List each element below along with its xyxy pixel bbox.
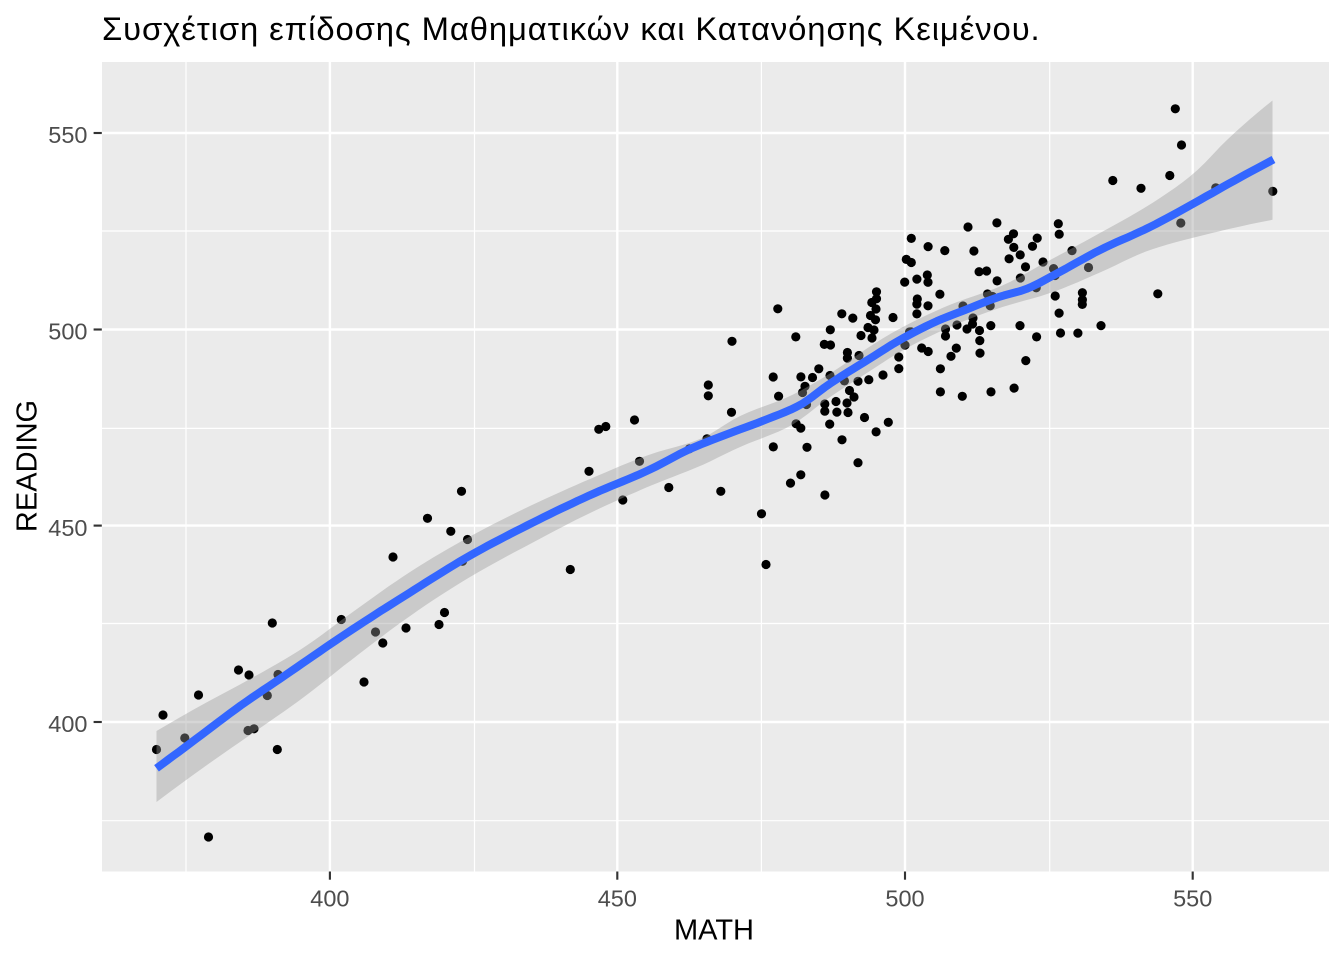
svg-text:500: 500 <box>885 886 924 912</box>
svg-text:Συσχέτιση επίδοσης Μαθηματικών: Συσχέτιση επίδοσης Μαθηματικών και Καταν… <box>102 10 1041 47</box>
svg-text:READING: READING <box>12 400 44 532</box>
svg-text:450: 450 <box>48 515 87 541</box>
svg-text:MATH: MATH <box>674 915 754 947</box>
svg-text:500: 500 <box>48 319 87 345</box>
svg-text:450: 450 <box>598 886 637 912</box>
svg-text:400: 400 <box>310 886 349 912</box>
svg-text:550: 550 <box>1173 886 1212 912</box>
svg-text:550: 550 <box>48 122 87 148</box>
svg-text:400: 400 <box>48 711 87 737</box>
